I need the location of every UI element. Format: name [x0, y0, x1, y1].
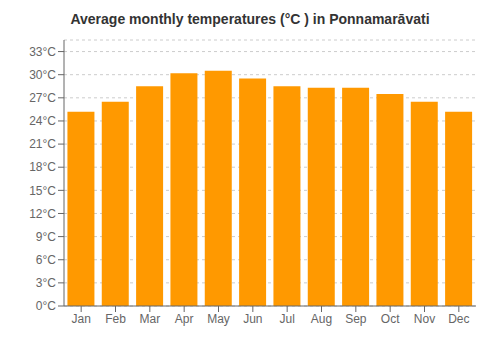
- svg-text:Jun: Jun: [243, 312, 262, 326]
- svg-text:12°C: 12°C: [29, 207, 56, 221]
- svg-text:0°C: 0°C: [36, 299, 56, 313]
- svg-text:9°C: 9°C: [36, 230, 56, 244]
- svg-text:Oct: Oct: [381, 312, 400, 326]
- svg-text:6°C: 6°C: [36, 253, 56, 267]
- svg-text:Jul: Jul: [279, 312, 294, 326]
- svg-text:3°C: 3°C: [36, 276, 56, 290]
- svg-text:Mar: Mar: [139, 312, 160, 326]
- svg-text:15°C: 15°C: [29, 184, 56, 198]
- svg-text:33°C: 33°C: [29, 45, 56, 59]
- svg-text:24°C: 24°C: [29, 114, 56, 128]
- svg-text:May: May: [207, 312, 230, 326]
- svg-text:30°C: 30°C: [29, 68, 56, 82]
- svg-text:Jan: Jan: [71, 312, 90, 326]
- svg-text:Nov: Nov: [414, 312, 435, 326]
- svg-text:Feb: Feb: [105, 312, 126, 326]
- html-text:Average monthly temperatures (: Average monthly temperatures (°C ) in Po…: [70, 11, 430, 27]
- svg-text:Aug: Aug: [311, 312, 332, 326]
- svg-text:27°C: 27°C: [29, 91, 56, 105]
- svg-text:21°C: 21°C: [29, 137, 56, 151]
- svg-text:18°C: 18°C: [29, 160, 56, 174]
- svg-text:Sep: Sep: [345, 312, 367, 326]
- svg-text:Apr: Apr: [175, 312, 194, 326]
- svg-text:Dec: Dec: [448, 312, 469, 326]
